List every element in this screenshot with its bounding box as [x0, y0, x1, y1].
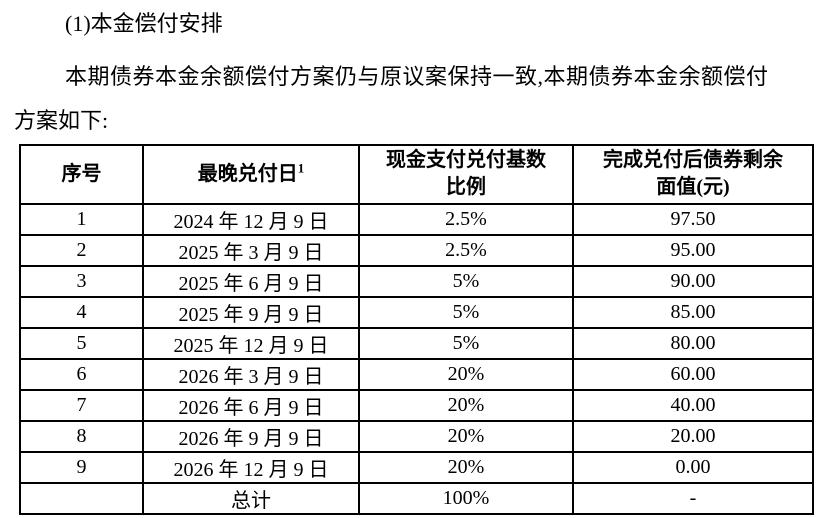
- cell-total-ratio: 100%: [358, 481, 574, 515]
- cell-total-label: 总计: [142, 481, 360, 515]
- cell-ratio: 5%: [358, 264, 574, 298]
- cell-ratio: 20%: [358, 419, 574, 453]
- table-row: 1 2024 年 12 月 9 日 2.5% 97.50: [19, 202, 814, 236]
- header-cell-seq: 序号: [19, 143, 144, 205]
- table-body: 1 2024 年 12 月 9 日 2.5% 97.50 2 2025 年 3 …: [19, 202, 814, 515]
- header-cell-latest-payment-date: 最晚兑付日1: [142, 143, 360, 205]
- cell-date: 2026 年 12 月 9 日: [142, 450, 360, 484]
- cell-date: 2026 年 3 月 9 日: [142, 357, 360, 391]
- paragraph-line-1: 本期债券本金余额偿付方案仍与原议案保持一致,本期债券本金余额偿付: [65, 63, 769, 89]
- table-row: 8 2026 年 9 月 9 日 20% 20.00: [19, 419, 814, 453]
- cell-seq: 1: [19, 202, 144, 236]
- cell-seq: 3: [19, 264, 144, 298]
- table-row: 4 2025 年 9 月 9 日 5% 85.00: [19, 295, 814, 329]
- cell-remaining: 20.00: [572, 419, 814, 453]
- cell-seq: 7: [19, 388, 144, 422]
- table-row: 6 2026 年 3 月 9 日 20% 60.00: [19, 357, 814, 391]
- header-ratio-line1: 现金支付兑付基数: [386, 149, 546, 172]
- cell-remaining: 85.00: [572, 295, 814, 329]
- cell-seq: 9: [19, 450, 144, 484]
- header-remaining-line2: 面值(元): [656, 176, 730, 199]
- cell-total-remaining: -: [572, 481, 814, 515]
- cell-ratio: 20%: [358, 450, 574, 484]
- header-date-label: 最晚兑付日1: [145, 160, 357, 188]
- header-date-text: 最晚兑付日: [197, 162, 298, 185]
- section-heading: (1)本金偿付安排: [65, 11, 223, 36]
- header-cell-remaining-value: 完成兑付后债券剩余 面值(元): [572, 143, 814, 205]
- cell-date: 2025 年 9 月 9 日: [142, 295, 360, 329]
- cell-seq: 6: [19, 357, 144, 391]
- cell-seq-empty: [19, 481, 144, 515]
- table-row: 7 2026 年 6 月 9 日 20% 40.00: [19, 388, 814, 422]
- footnote-marker: 1: [297, 160, 305, 176]
- cell-ratio: 20%: [358, 357, 574, 391]
- paragraph-line-2: 方案如下:: [14, 108, 109, 134]
- cell-seq: 8: [19, 419, 144, 453]
- repayment-schedule-table: 序号 最晚兑付日1 现金支付兑付基数 比例 完成兑付后债券剩余 面值(元) 1 …: [19, 143, 814, 515]
- cell-date: 2025 年 12 月 9 日: [142, 326, 360, 360]
- cell-remaining: 40.00: [572, 388, 814, 422]
- cell-date: 2026 年 9 月 9 日: [142, 419, 360, 453]
- cell-ratio: 5%: [358, 326, 574, 360]
- header-ratio-line2: 比例: [446, 176, 486, 199]
- cell-date: 2025 年 6 月 9 日: [142, 264, 360, 298]
- cell-remaining: 95.00: [572, 233, 814, 267]
- cell-remaining: 0.00: [572, 450, 814, 484]
- table-row: 2 2025 年 3 月 9 日 2.5% 95.00: [19, 233, 814, 267]
- cell-ratio: 2.5%: [358, 202, 574, 236]
- cell-seq: 2: [19, 233, 144, 267]
- cell-seq: 5: [19, 326, 144, 360]
- header-cell-cash-ratio: 现金支付兑付基数 比例: [358, 143, 574, 205]
- cell-seq: 4: [19, 295, 144, 329]
- table-header: 序号 最晚兑付日1 现金支付兑付基数 比例 完成兑付后债券剩余 面值(元): [19, 143, 814, 205]
- cell-date: 2025 年 3 月 9 日: [142, 233, 360, 267]
- cell-ratio: 5%: [358, 295, 574, 329]
- cell-remaining: 97.50: [572, 202, 814, 236]
- total-row: 总计 100% -: [19, 481, 814, 515]
- header-remaining-line1: 完成兑付后债券剩余: [603, 149, 783, 172]
- header-row: 序号 最晚兑付日1 现金支付兑付基数 比例 完成兑付后债券剩余 面值(元): [19, 143, 814, 205]
- table-row: 3 2025 年 6 月 9 日 5% 90.00: [19, 264, 814, 298]
- cell-remaining: 90.00: [572, 264, 814, 298]
- table-row: 5 2025 年 12 月 9 日 5% 80.00: [19, 326, 814, 360]
- cell-date: 2026 年 6 月 9 日: [142, 388, 360, 422]
- cell-remaining: 60.00: [572, 357, 814, 391]
- cell-date: 2024 年 12 月 9 日: [142, 202, 360, 236]
- cell-ratio: 20%: [358, 388, 574, 422]
- header-seq-label: 序号: [61, 162, 102, 185]
- cell-remaining: 80.00: [572, 326, 814, 360]
- table-row: 9 2026 年 12 月 9 日 20% 0.00: [19, 450, 814, 484]
- cell-ratio: 2.5%: [358, 233, 574, 267]
